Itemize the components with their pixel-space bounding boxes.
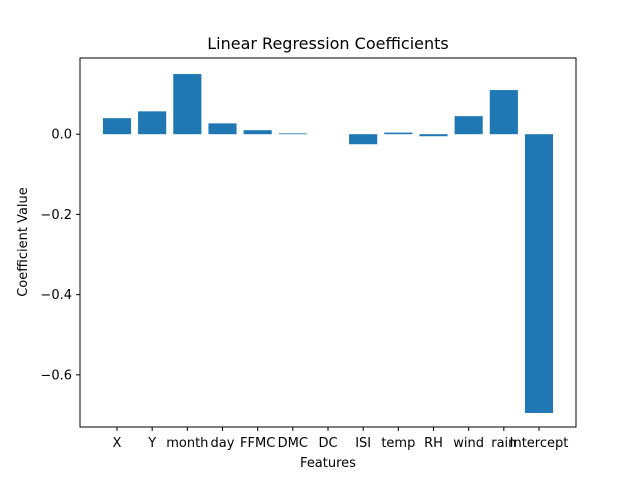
bar-ffmc: [243, 130, 272, 135]
bar-rh: [419, 134, 448, 137]
y-ticks-layer: −0.6 −0.4 −0.2 0.0: [40, 128, 80, 383]
y-tick-label: −0.4: [40, 288, 72, 303]
bar-day: [208, 123, 237, 135]
bar-rain: [489, 90, 518, 135]
bars-layer: [102, 74, 554, 413]
x-tick-label: day: [211, 436, 235, 451]
x-tick-label: Y: [147, 436, 156, 451]
y-tick-label: −0.2: [40, 208, 72, 223]
bar-temp: [384, 132, 413, 135]
x-tick-label: X: [113, 436, 122, 451]
x-tick-label: temp: [381, 436, 415, 451]
bar-wind: [454, 116, 483, 135]
bar-x: [102, 118, 132, 135]
x-tick-label: Intercept: [510, 436, 569, 451]
x-tick-label: DC: [318, 436, 337, 451]
x-tick-label: wind: [453, 436, 484, 451]
bar-dmc: [278, 133, 307, 135]
chart-title: Linear Regression Coefficients: [207, 34, 449, 53]
bar-isi: [349, 134, 378, 145]
y-tick-label: 0.0: [51, 128, 72, 143]
x-tick-label: ISI: [355, 436, 371, 451]
bar-y: [138, 111, 167, 135]
y-axis-label: Coefficient Value: [16, 187, 31, 297]
x-axis-label: Features: [300, 456, 356, 471]
bar-intercept: [524, 134, 554, 413]
x-tick-label: rain: [491, 436, 516, 451]
x-tick-label: FFMC: [240, 436, 275, 451]
x-tick-label: RH: [424, 436, 443, 451]
bar-month: [173, 74, 202, 135]
y-tick-label: −0.6: [40, 368, 72, 383]
plot-frame: [79, 57, 577, 428]
x-tick-label: month: [166, 436, 208, 451]
x-tick-label: DMC: [278, 436, 308, 451]
